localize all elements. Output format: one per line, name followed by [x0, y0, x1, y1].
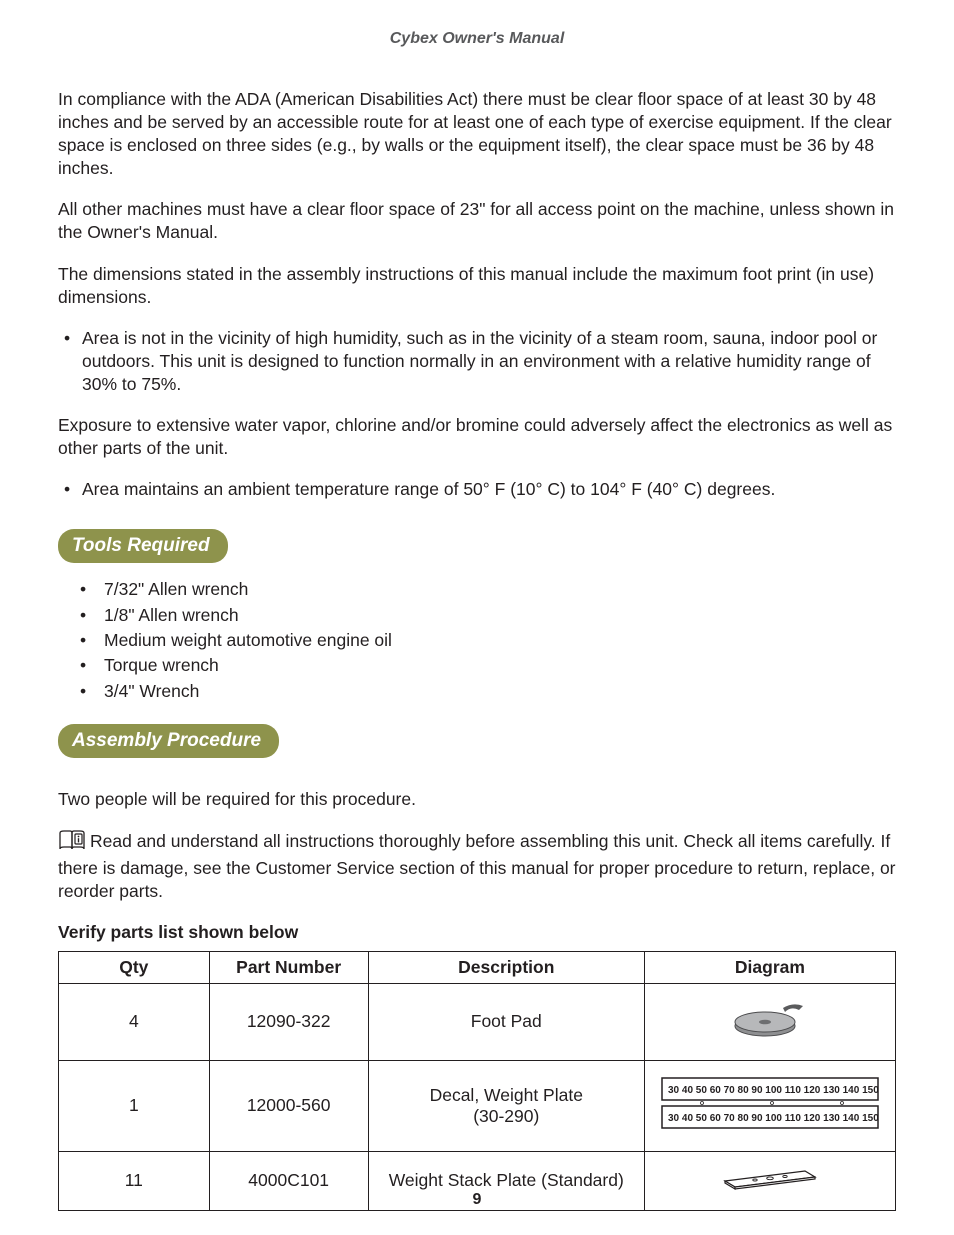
foot-pad-icon — [725, 996, 815, 1042]
book-info-icon — [58, 829, 86, 857]
svg-text:30 40 50 60 70 80 90 100 110 1: 30 40 50 60 70 80 90 100 110 120 130 140… — [668, 1085, 880, 1096]
table-header-row: Qty Part Number Description Diagram — [59, 951, 896, 983]
assembly-read-note: Read and understand all instructions tho… — [58, 829, 896, 903]
tools-list: 7/32" Allen wrench 1/8" Allen wrench Med… — [58, 577, 896, 704]
parts-table: Qty Part Number Description Diagram 4 12… — [58, 951, 896, 1211]
col-diag: Diagram — [644, 951, 895, 983]
col-part: Part Number — [209, 951, 368, 983]
col-desc: Description — [368, 951, 644, 983]
list-item: 1/8" Allen wrench — [80, 603, 896, 628]
weight-stack-plate-icon — [715, 1163, 825, 1193]
bullet-dot-icon: • — [64, 478, 82, 501]
cell-part: 12000-560 — [209, 1060, 368, 1151]
list-item: 3/4" Wrench — [80, 679, 896, 704]
cell-part: 12090-322 — [209, 983, 368, 1060]
manual-header: Cybex Owner's Manual — [58, 30, 896, 48]
svg-text:30 40 50 60 70 80 90 100 110 1: 30 40 50 60 70 80 90 100 110 120 130 140… — [668, 1113, 880, 1124]
cell-qty: 4 — [59, 983, 210, 1060]
assembly-read-text: Read and understand all instructions tho… — [58, 831, 896, 901]
paragraph-exposure: Exposure to extensive water vapor, chlor… — [58, 414, 896, 460]
paragraph-floor-space: All other machines must have a clear flo… — [58, 198, 896, 244]
bullet-text: Area maintains an ambient temperature ra… — [82, 478, 775, 501]
list-item: 7/32" Allen wrench — [80, 577, 896, 602]
list-item: Torque wrench — [80, 653, 896, 678]
col-qty: Qty — [59, 951, 210, 983]
bullet-text: Area is not in the vicinity of high humi… — [82, 327, 896, 396]
section-tools-required: Tools Required — [58, 529, 228, 563]
cell-desc: Foot Pad — [368, 983, 644, 1060]
decal-weight-plate-icon: 30 40 50 60 70 80 90 100 110 120 130 140… — [660, 1076, 880, 1130]
assembly-intro: Two people will be required for this pro… — [58, 788, 896, 811]
table-row: 4 12090-322 Foot Pad — [59, 983, 896, 1060]
bullet-dot-icon: • — [64, 327, 82, 396]
bullet-humidity: • Area is not in the vicinity of high hu… — [58, 327, 896, 396]
cell-diagram: 30 40 50 60 70 80 90 100 110 120 130 140… — [644, 1060, 895, 1151]
cell-diagram — [644, 983, 895, 1060]
page-number: 9 — [0, 1191, 954, 1209]
verify-parts-heading: Verify parts list shown below — [58, 922, 896, 943]
cell-desc: Decal, Weight Plate (30-290) — [368, 1060, 644, 1151]
bullet-temperature: • Area maintains an ambient temperature … — [58, 478, 896, 501]
section-assembly-procedure: Assembly Procedure — [58, 724, 279, 758]
table-row: 1 12000-560 Decal, Weight Plate (30-290)… — [59, 1060, 896, 1151]
paragraph-ada: In compliance with the ADA (American Dis… — [58, 88, 896, 180]
cell-qty: 1 — [59, 1060, 210, 1151]
list-item: Medium weight automotive engine oil — [80, 628, 896, 653]
paragraph-dimensions: The dimensions stated in the assembly in… — [58, 263, 896, 309]
